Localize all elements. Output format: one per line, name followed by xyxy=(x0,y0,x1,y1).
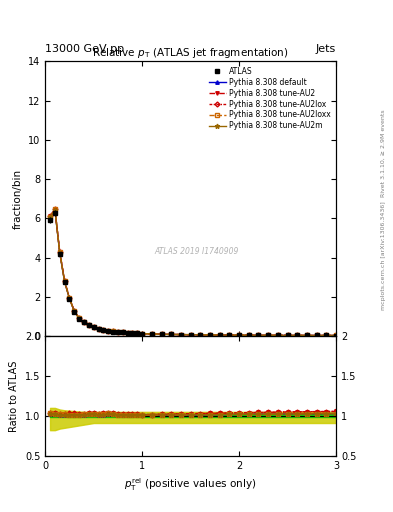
Y-axis label: Ratio to ATLAS: Ratio to ATLAS xyxy=(9,360,19,432)
Text: mcplots.cern.ch [arXiv:1306.3436]: mcplots.cern.ch [arXiv:1306.3436] xyxy=(381,202,386,310)
X-axis label: $p_{\rm T}^{\rm rel}$ (positive values only): $p_{\rm T}^{\rm rel}$ (positive values o… xyxy=(125,476,257,493)
Text: ATLAS 2019 I1740909: ATLAS 2019 I1740909 xyxy=(154,247,239,256)
Text: 13000 GeV pp: 13000 GeV pp xyxy=(45,44,124,54)
Y-axis label: fraction/bin: fraction/bin xyxy=(13,169,22,229)
Legend: ATLAS, Pythia 8.308 default, Pythia 8.308 tune-AU2, Pythia 8.308 tune-AU2lox, Py: ATLAS, Pythia 8.308 default, Pythia 8.30… xyxy=(208,65,332,132)
Text: Jets: Jets xyxy=(316,44,336,54)
Title: Relative $p_{\rm T}$ (ATLAS jet fragmentation): Relative $p_{\rm T}$ (ATLAS jet fragment… xyxy=(92,46,289,60)
Text: Rivet 3.1.10, ≥ 2.9M events: Rivet 3.1.10, ≥ 2.9M events xyxy=(381,110,386,198)
